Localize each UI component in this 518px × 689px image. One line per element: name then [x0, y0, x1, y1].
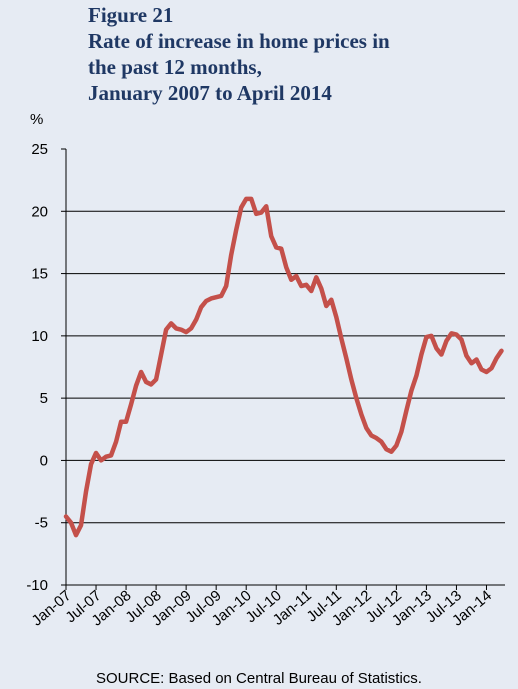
y-tick-label: 0	[40, 452, 48, 469]
y-tick-label: -5	[35, 515, 48, 532]
chart-title: January 2007 to April 2014	[88, 81, 332, 105]
y-tick-label: 15	[31, 266, 48, 283]
chart-title: Rate of increase in home prices in	[88, 29, 390, 53]
y-axis-label: %	[30, 111, 43, 128]
y-tick-label: 5	[40, 390, 48, 407]
data-line	[63, 196, 504, 538]
y-tick-label: -10	[26, 577, 48, 594]
source: SOURCE: Based on Central Bureau of Stati…	[96, 670, 422, 687]
y-tick-label: 10	[31, 328, 48, 345]
y-tick-label: 20	[31, 203, 48, 220]
chart-title: the past 12 months,	[88, 55, 262, 79]
chart-title: Figure 21	[88, 3, 173, 27]
y-tick-label: 25	[31, 141, 48, 158]
